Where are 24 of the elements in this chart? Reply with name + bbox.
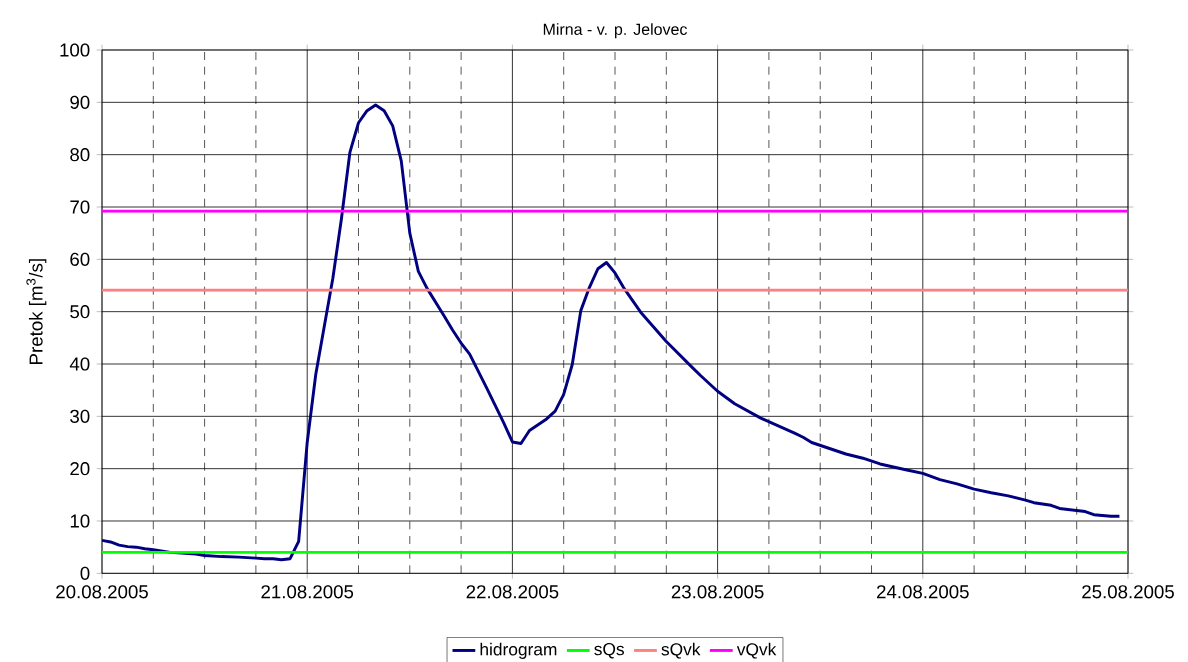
legend-label: sQvk [661, 642, 701, 659]
x-tick-label: 22.08.2005 [466, 585, 559, 599]
x-tick-label: 24.08.2005 [877, 585, 969, 599]
y-tick-label: 10 [70, 514, 90, 528]
x-tick-label: 21.08.2005 [261, 585, 354, 599]
y-tick-label: 70 [70, 200, 90, 214]
legend-label: vQvk [736, 642, 777, 659]
y-tick-label: 0 [80, 566, 90, 580]
y-tick-label: 50 [70, 305, 90, 319]
y-tick-label: 40 [69, 357, 90, 371]
y-tick-label: 80 [70, 148, 90, 162]
y-tick-label: 30 [70, 409, 90, 423]
legend-label: sQs [594, 643, 624, 659]
x-tick-label: 23.08.2005 [671, 585, 764, 599]
line-series [102, 103, 1121, 562]
y-tick-label: 100 [60, 43, 90, 57]
y-tick-label: 60 [70, 252, 90, 266]
chart-title: Mirna - v. p. Jelovec [543, 23, 688, 39]
legend-label: hidrogram [480, 642, 557, 659]
x-tick-label: 25.08.2005 [1082, 585, 1174, 599]
y-tick-label: 90 [70, 95, 90, 109]
x-tick-label: 20.08.2005 [56, 585, 148, 599]
y-axis-title: Pretok [m$^{3}$/s] [26, 259, 47, 364]
y-tick-label: 20 [70, 462, 90, 476]
